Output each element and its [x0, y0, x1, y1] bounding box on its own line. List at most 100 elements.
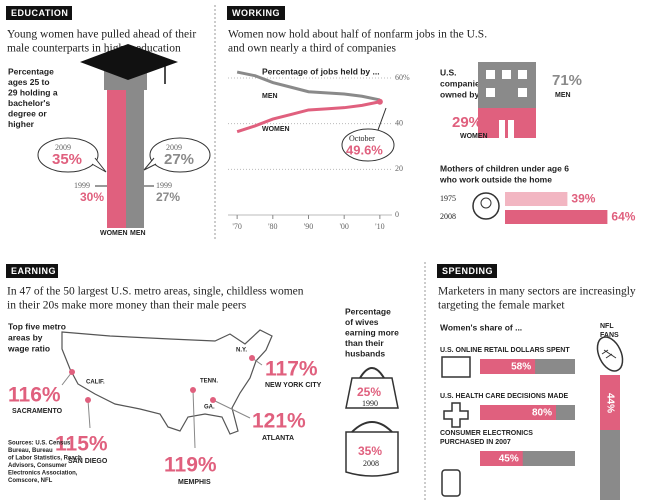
value-label: 64% [611, 210, 635, 224]
label: companies [440, 78, 485, 88]
subtitle: Women now hold about half of nonfarm job… [228, 29, 487, 41]
window [486, 70, 495, 79]
header-box [6, 264, 58, 278]
city-dot [190, 387, 196, 393]
phone-icon [441, 469, 461, 497]
purse-handle [351, 421, 393, 433]
label: NFL [600, 323, 614, 330]
women-bar [107, 88, 126, 228]
label: higher [8, 119, 35, 129]
label: Percentage [345, 306, 391, 316]
value: 30% [80, 190, 104, 204]
label: bachelor's [8, 98, 50, 108]
x-tick-label: '10 [375, 222, 384, 231]
building-bottom [478, 108, 536, 138]
city-value: 121% [252, 410, 306, 433]
label: 29 holding a [8, 87, 58, 97]
purse-handle [359, 367, 385, 379]
callout-value: 49.6% [346, 142, 383, 157]
label: Mothers of children under age 6 [440, 163, 569, 173]
row-label: U.S. ONLINE RETAIL DOLLARS SPENT [440, 347, 570, 354]
label: of wives [345, 317, 379, 327]
cross-icon [443, 402, 469, 428]
subtitle: and own nearly a third of companies [228, 43, 396, 55]
bubble [149, 137, 211, 173]
subtitle: In 47 of the 50 largest U.S. metro areas… [7, 286, 304, 298]
x-tick-label: '00 [339, 222, 348, 231]
subtitle: Marketers in many sectors are increasing… [438, 286, 636, 298]
header: EARNING [11, 266, 56, 276]
label: of Labor Statistics, Reach [8, 456, 82, 462]
label: husbands [345, 348, 385, 358]
state: GA. [204, 405, 215, 411]
row-label: 1975 [440, 194, 456, 203]
value: 35% [52, 151, 82, 168]
state: CALIF. [86, 380, 105, 386]
city-name: MEMPHIS [178, 479, 211, 486]
label: Advisors, Consumer [8, 463, 67, 469]
header: EDUCATION [11, 8, 68, 18]
label: Sources: U.S. Census [8, 441, 71, 447]
row-label: 2008 [440, 212, 456, 221]
purse [345, 377, 399, 409]
label: WOMEN [460, 133, 488, 140]
building-top [478, 62, 536, 108]
line [236, 100, 381, 134]
series-label: WOMEN [262, 126, 290, 133]
city-name: SACRAMENTO [12, 408, 63, 415]
label: who work outside the home [439, 174, 552, 184]
subtitle: targeting the female market [438, 300, 565, 312]
header-box [437, 264, 497, 278]
label: earning more [345, 327, 399, 337]
label: ages 25 to [8, 77, 50, 87]
city-value: 119% [164, 454, 217, 477]
city-name: SAN DIEGO [68, 458, 108, 465]
header: SPENDING [442, 266, 493, 276]
label: Electronics Association, [8, 471, 78, 477]
label: degree or [8, 108, 47, 118]
city-dot [249, 355, 255, 361]
row-label: CONSUMER ELECTRONICS [440, 430, 533, 437]
x-tick-label: '80 [268, 222, 277, 231]
label: U.S. [440, 67, 457, 77]
row-label: U.S. HEALTH CARE DECISIONS MADE [440, 393, 569, 400]
value-label: 44% [604, 393, 615, 413]
label: MEN [555, 92, 571, 99]
label: Women's share of ... [440, 322, 522, 332]
label: areas by [8, 332, 43, 342]
window [518, 88, 527, 97]
us-map [61, 329, 273, 435]
axis-label: MEN [130, 230, 146, 237]
bubble [37, 137, 99, 173]
monitor-icon [441, 356, 471, 378]
y-tick-label: 20 [395, 164, 403, 173]
value-label: 58% [511, 362, 531, 373]
value: 29% [452, 114, 482, 131]
value-label: 80% [532, 408, 552, 419]
city-dot [210, 397, 216, 403]
bar [480, 451, 523, 466]
leaders [61, 357, 263, 449]
header-box [227, 6, 285, 20]
value: 27% [156, 190, 180, 204]
wives-value: 35% [358, 444, 382, 458]
cap-board [80, 44, 178, 80]
label: than their [345, 338, 384, 348]
year: 1999 [156, 181, 172, 190]
callout: October [349, 134, 375, 143]
city-dot [85, 397, 91, 403]
city-value: 116% [8, 384, 61, 407]
y-tick-label: 40 [395, 118, 403, 127]
city-dot [69, 369, 75, 375]
bar [600, 375, 620, 430]
x-tick-label: '90 [304, 222, 313, 231]
header-box [6, 6, 72, 20]
leader [377, 107, 387, 131]
door [499, 120, 505, 138]
x-tick-label: '70 [232, 222, 241, 231]
city-name: NEW YORK CITY [265, 382, 322, 389]
year: 2009 [55, 143, 71, 152]
year: 1999 [74, 181, 90, 190]
